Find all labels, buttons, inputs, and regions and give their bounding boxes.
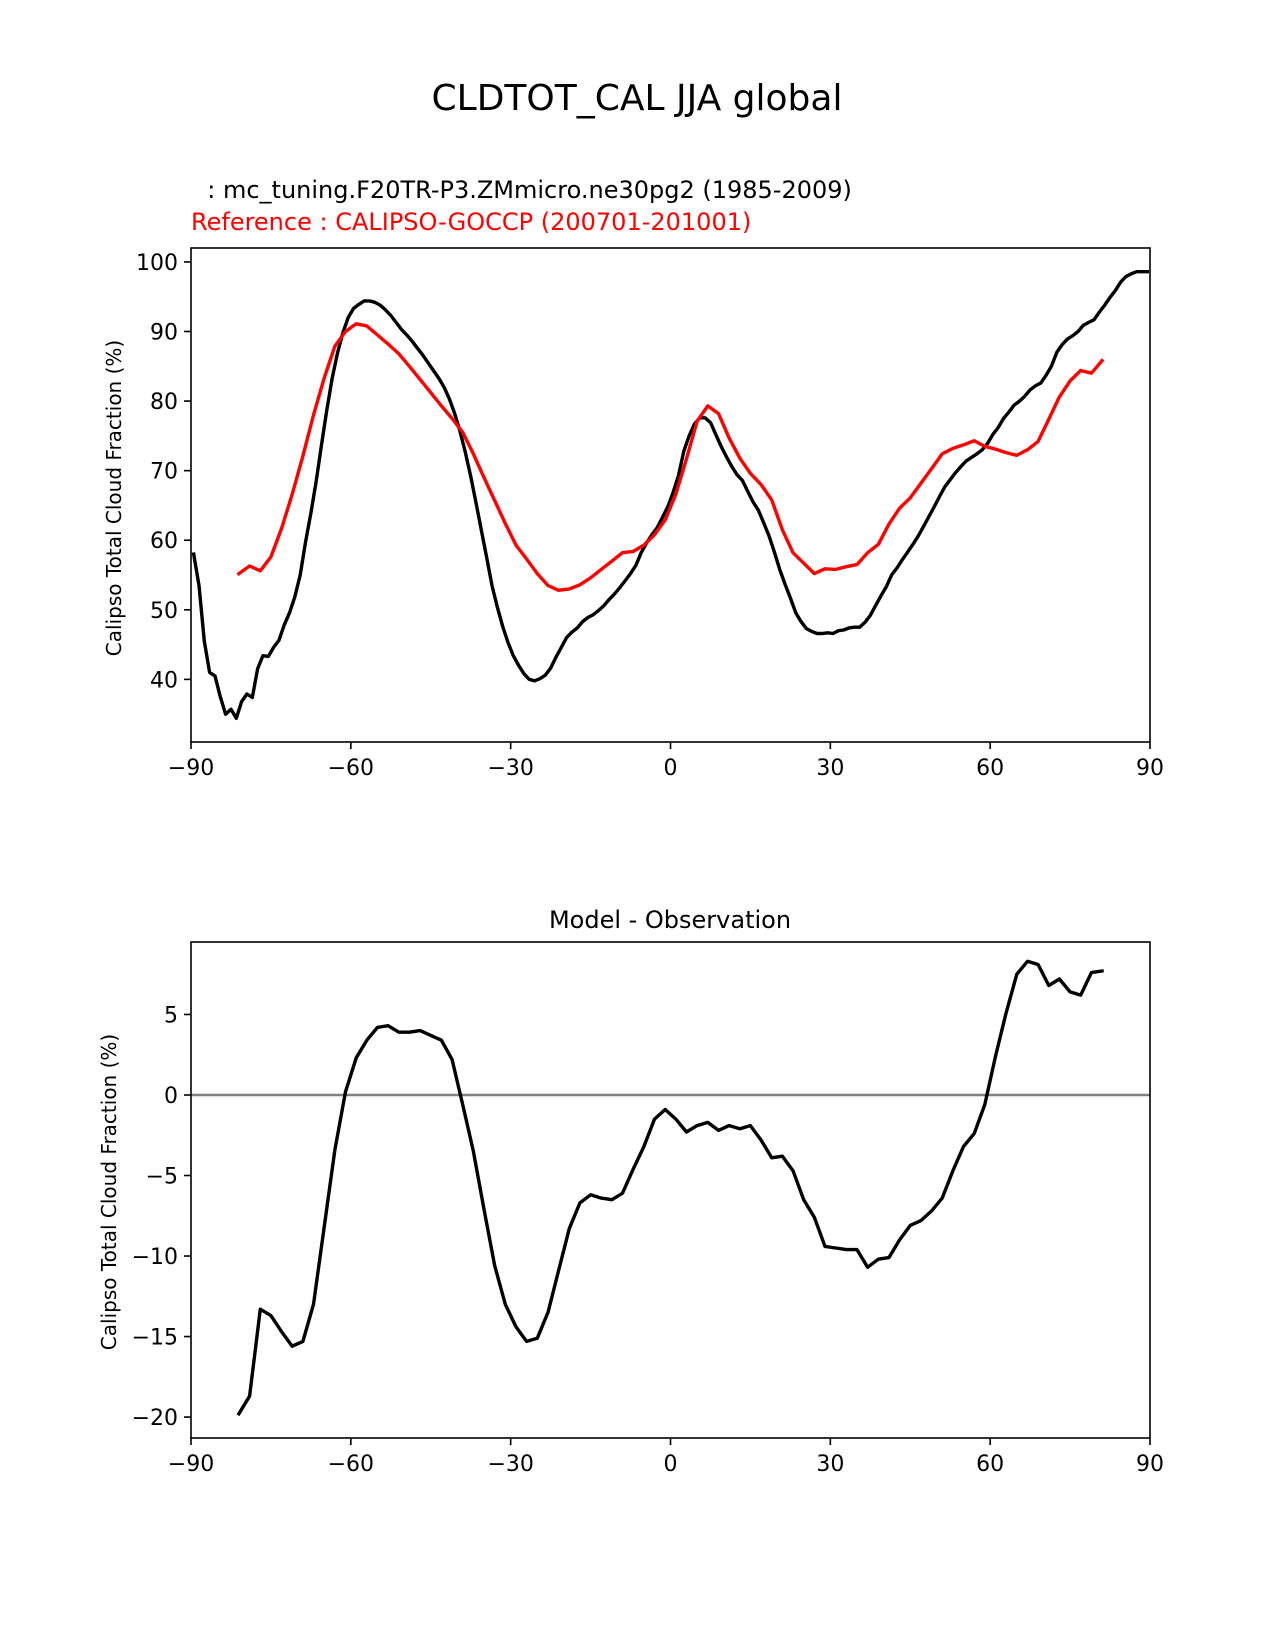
x-tick-label: 30 [816, 1452, 844, 1477]
x-tick-label: 90 [1136, 1452, 1164, 1477]
figure-title: CLDTOT_CAL JJA global [432, 78, 843, 119]
y-tick-label: 50 [150, 599, 178, 624]
x-tick-label: −90 [168, 1452, 214, 1477]
x-tick-label: 0 [664, 756, 678, 781]
y-tick-label: −5 [146, 1165, 178, 1190]
x-tick-label: −60 [328, 756, 374, 781]
x-tick-label: −30 [487, 1452, 533, 1477]
x-tick-label: 60 [976, 1452, 1004, 1477]
y-tick-label: 100 [136, 251, 178, 276]
axes-bottom: −90 −60 −30 0 30 60 90 −20 −15 −10 −5 0 5 [132, 941, 1164, 1477]
x-tick-label: −30 [487, 756, 533, 781]
axes-top: −90 −60 −30 0 30 60 90 40 50 60 70 80 90 100 [136, 247, 1164, 781]
y-tick-label: 90 [150, 320, 178, 345]
y-axis-label: Calipso Total Cloud Fraction (%) [97, 1034, 121, 1350]
top-line-chart: : mc_tuning.F20TR-P3.ZMmicro.ne30pg2 (19… [102, 176, 1164, 781]
reference-subtitle: Reference : CALIPSO-GOCCP (200701-201001… [191, 208, 751, 236]
x-tick-label: −90 [168, 756, 214, 781]
y-tick-label: −15 [132, 1326, 178, 1351]
y-tick-label: 40 [150, 668, 178, 693]
y-tick-label: 80 [150, 390, 178, 415]
y-tick-label: −20 [132, 1406, 178, 1431]
bottom-line-chart: Model - Observation Calipso Total Cloud … [97, 906, 1164, 1477]
y-tick-label: 0 [164, 1084, 178, 1109]
x-tick-label: −60 [328, 1452, 374, 1477]
y-tick-label: −10 [132, 1245, 178, 1270]
series-line-reference [236, 322, 1105, 592]
series-line-difference [236, 959, 1104, 1417]
x-tick-label: 30 [816, 756, 844, 781]
y-tick-label: 5 [164, 1003, 178, 1028]
series-line-model [191, 270, 1150, 720]
y-tick-label: 60 [150, 529, 178, 554]
model-subtitle: : mc_tuning.F20TR-P3.ZMmicro.ne30pg2 (19… [192, 176, 852, 204]
series-group-bottom [191, 959, 1150, 1417]
x-tick-label: 90 [1136, 756, 1164, 781]
y-tick-label: 70 [150, 460, 178, 485]
x-tick-label: 0 [664, 1452, 678, 1477]
series-group-top [191, 270, 1150, 720]
x-tick-label: 60 [976, 756, 1004, 781]
difference-title: Model - Observation [549, 906, 791, 934]
y-axis-label: Calipso Total Cloud Fraction (%) [102, 340, 126, 656]
